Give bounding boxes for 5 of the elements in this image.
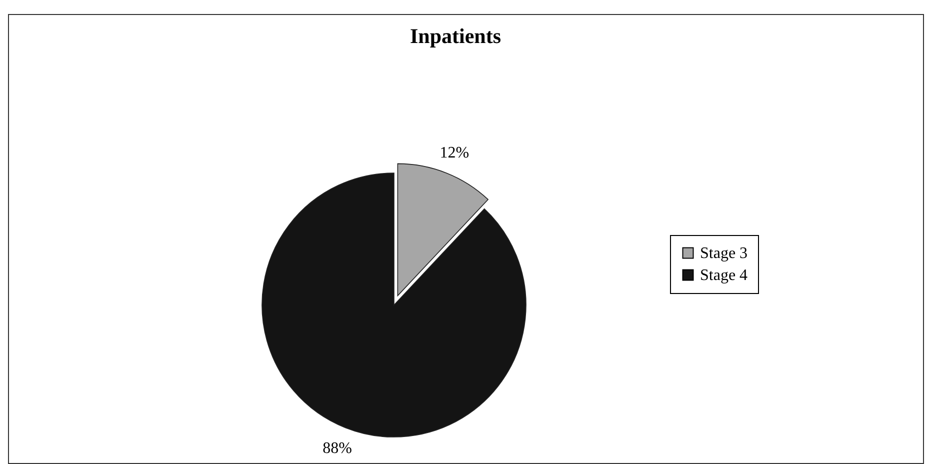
data-label: 12% [440, 144, 470, 162]
legend-label: Stage 4 [700, 267, 748, 284]
data-label: 88% [322, 440, 352, 458]
legend-label: Stage 3 [700, 245, 748, 262]
chart-title: Inpatients [410, 24, 502, 48]
